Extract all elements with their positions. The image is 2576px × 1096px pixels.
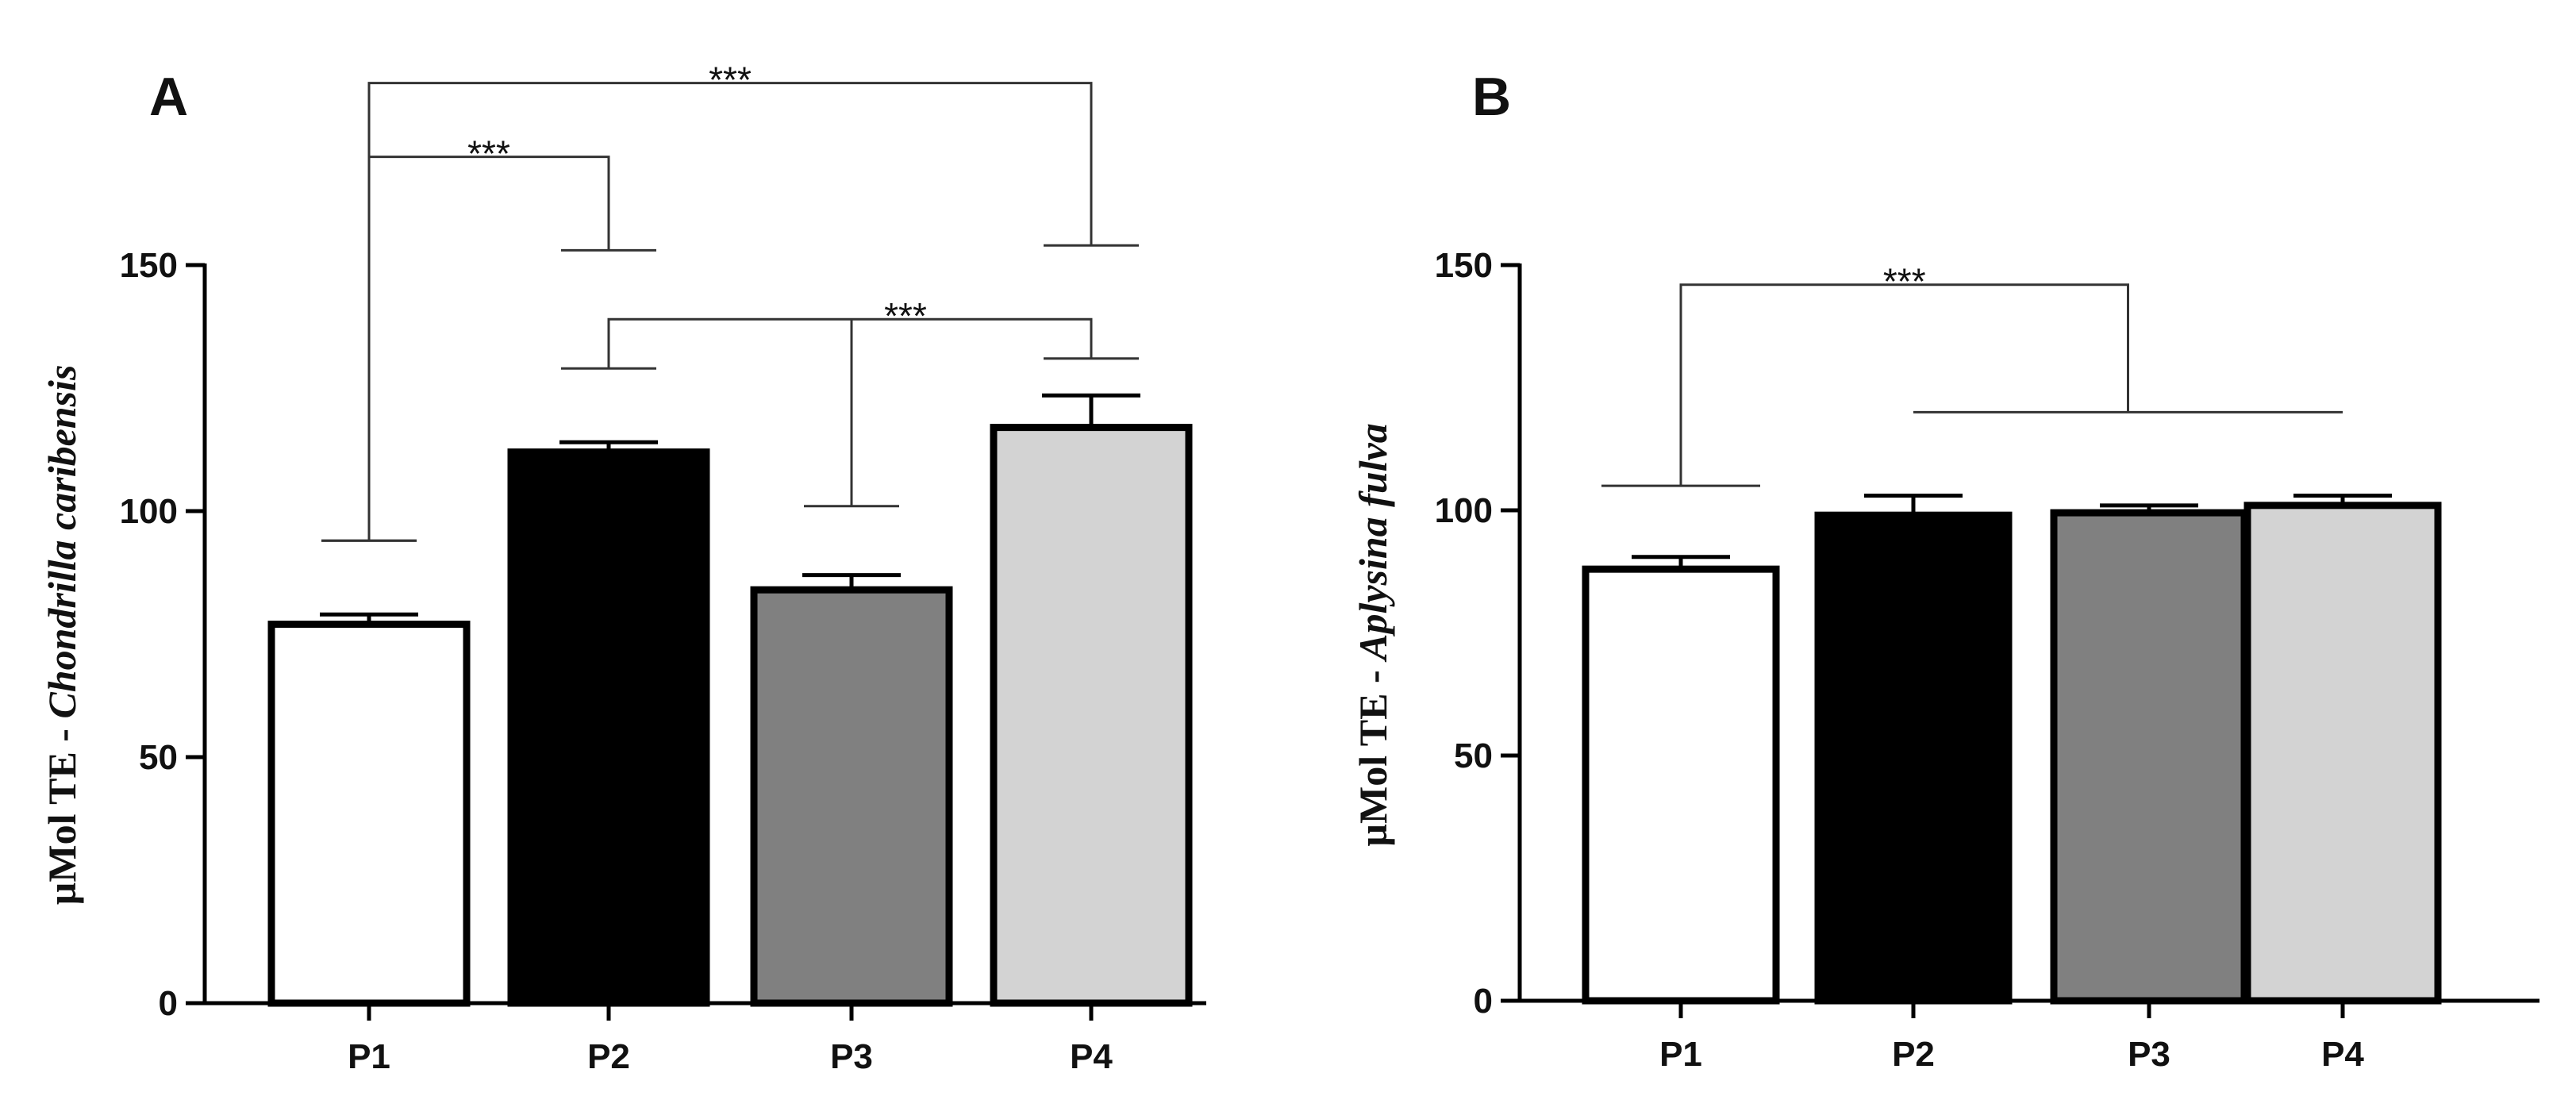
panel-label-b: B bbox=[1472, 67, 1511, 127]
y-tick-label-50: 50 bbox=[139, 738, 178, 777]
y-tick-label-150: 150 bbox=[1435, 246, 1493, 285]
y-tick-label-150: 150 bbox=[120, 246, 178, 285]
y-tick-label-0: 0 bbox=[159, 984, 178, 1023]
y-axis-title-species: Aplysina fulva bbox=[1351, 423, 1395, 663]
x-tick-label-p1: P1 bbox=[1659, 1035, 1702, 1074]
bar-p1 bbox=[1582, 565, 1780, 1005]
y-axis-title-species: Chondrilla caribensis bbox=[40, 365, 84, 719]
y-tick-label-50: 50 bbox=[1454, 736, 1493, 775]
x-tick-label-p3: P3 bbox=[830, 1037, 873, 1076]
sig-bracket-2 bbox=[321, 82, 1139, 542]
sig-bracket-2-label: *** bbox=[709, 60, 752, 101]
bar-p2 bbox=[1814, 511, 2013, 1005]
sig-bracket-1 bbox=[1601, 283, 2343, 487]
bar-p4 bbox=[990, 424, 1193, 1007]
y-tick-label-0: 0 bbox=[1474, 982, 1493, 1021]
x-tick-label-p4: P4 bbox=[1070, 1037, 1113, 1076]
x-tick-label-p1: P1 bbox=[348, 1037, 390, 1076]
sig-bracket-1-label: *** bbox=[467, 133, 510, 175]
bar-p3 bbox=[750, 586, 953, 1007]
y-tick-label-100: 100 bbox=[120, 492, 178, 531]
y-axis-title-prefix: µMol TE - bbox=[40, 719, 84, 906]
x-tick-label-p2: P2 bbox=[587, 1037, 630, 1076]
y-axis-title: µMol TE - Aplysina fulva bbox=[1351, 423, 1395, 846]
sig-bracket-1-label: *** bbox=[1883, 261, 1926, 302]
bar-p2 bbox=[507, 448, 710, 1007]
bar-p3 bbox=[2050, 509, 2248, 1005]
x-tick-label-p2: P2 bbox=[1892, 1035, 1935, 1074]
sig-bracket-3-label: *** bbox=[884, 295, 927, 336]
y-axis-title-prefix: µMol TE - bbox=[1351, 660, 1395, 847]
bar-p1 bbox=[267, 621, 471, 1007]
x-tick-label-p4: P4 bbox=[2321, 1035, 2364, 1074]
x-tick-label-p3: P3 bbox=[2128, 1035, 2170, 1074]
y-tick-label-100: 100 bbox=[1435, 491, 1493, 530]
panel-label-a: A bbox=[149, 67, 188, 127]
sig-bracket-3 bbox=[561, 317, 1139, 508]
bar-p4 bbox=[2243, 502, 2442, 1005]
y-axis-title: µMol TE - Chondrilla caribensis bbox=[40, 365, 84, 906]
